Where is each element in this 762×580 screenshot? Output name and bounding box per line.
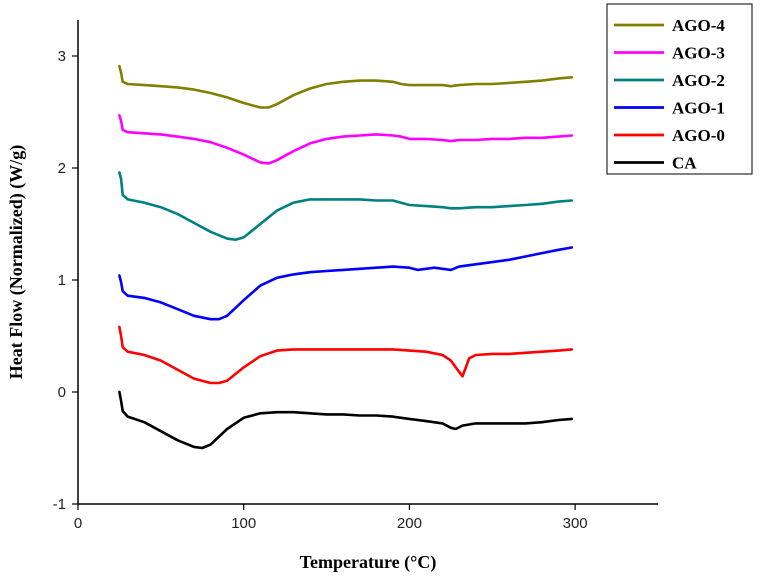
series-line-ca [118, 390, 574, 450]
legend-box [606, 3, 753, 175]
x-axis-title: Temperature (°C) [300, 552, 437, 573]
series-line-ago-2 [118, 171, 574, 241]
legend-label: AGO-2 [672, 71, 725, 90]
tick-group: 0 100 200 300 -1 0 1 2 3 [53, 48, 588, 532]
series-line-ago-3 [118, 114, 574, 165]
series-line-ago-1 [118, 246, 574, 321]
y-tick-label: 2 [58, 160, 66, 177]
legend-label: AGO-4 [672, 16, 725, 35]
x-tick-label: 100 [231, 515, 256, 532]
y-tick-label: -1 [53, 496, 66, 513]
y-axis-title: Heat Flow (Normalized) (W/g) [6, 145, 27, 379]
y-tick-label: 3 [58, 48, 66, 65]
series-group [118, 64, 574, 450]
legend-label: AGO-1 [672, 99, 725, 118]
legend: AGO-4 AGO-3 AGO-2 AGO-1 AGO-0 CA [606, 3, 753, 175]
series-line-ago-4 [118, 64, 574, 109]
x-tick-label: 200 [397, 515, 422, 532]
series-line-ago-0 [118, 325, 574, 385]
legend-label: CA [672, 154, 697, 173]
legend-label: AGO-3 [672, 44, 725, 63]
x-tick-label: 300 [563, 515, 588, 532]
legend-label: AGO-0 [672, 126, 725, 145]
y-tick-label: 1 [58, 272, 66, 289]
axes [77, 20, 658, 505]
x-tick-label: 0 [74, 515, 82, 532]
y-tick-label: 0 [58, 384, 66, 401]
